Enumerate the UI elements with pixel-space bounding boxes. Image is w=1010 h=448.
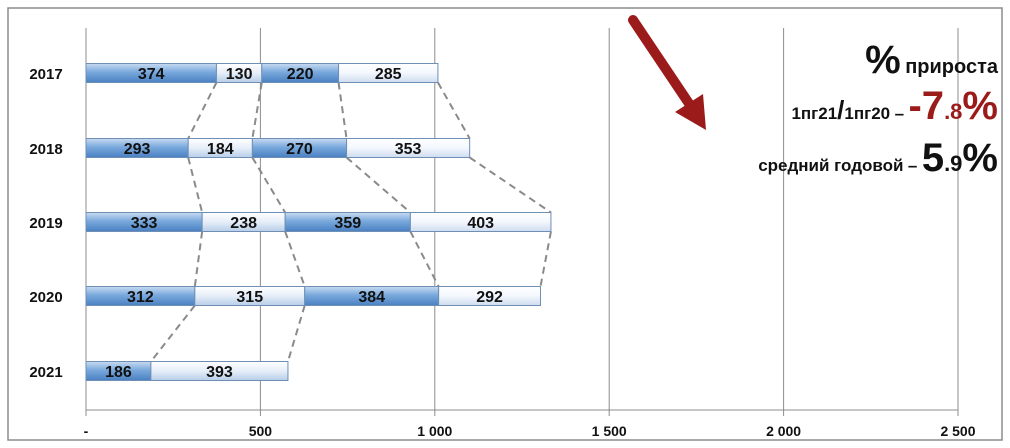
annual-growth-int: 5	[921, 136, 945, 180]
annual-growth-dec: .9	[944, 151, 963, 176]
bar-segment	[338, 63, 439, 83]
connector-line	[345, 156, 412, 214]
category-label: 2017	[29, 66, 62, 83]
down-right-arrow-icon	[628, 15, 706, 130]
data-label: 374	[138, 66, 165, 83]
connector-line	[187, 157, 204, 213]
annual-growth-pct: %	[962, 136, 998, 180]
period-slash: /	[837, 95, 845, 125]
period-label-b: 1пг20	[844, 104, 891, 123]
bars	[85, 63, 552, 381]
x-axis: - 500 1 000 1 500 2 000 2 500	[84, 409, 976, 439]
x-tick-label: 2 000	[766, 423, 801, 439]
data-label: 403	[467, 215, 494, 232]
period-label-a: 1пг21	[791, 104, 838, 123]
category-label: 2021	[29, 364, 62, 381]
connector-line	[337, 82, 348, 139]
connector-line	[437, 82, 471, 139]
percent-symbol: %	[865, 38, 901, 82]
data-label: 353	[395, 141, 422, 158]
x-tick-label: 2 500	[940, 423, 975, 439]
category-label: 2018	[29, 141, 62, 158]
bar-segment	[150, 361, 289, 381]
annotation-line-3: средний годовой – 5.9%	[758, 138, 998, 178]
bar-segment	[438, 286, 541, 306]
growth-label: прироста	[905, 56, 998, 78]
data-label: 292	[476, 289, 503, 306]
period-growth-dec: .8	[944, 99, 963, 124]
category-label: 2020	[29, 289, 62, 306]
data-label: 315	[236, 289, 263, 306]
data-label: 312	[127, 289, 154, 306]
data-label: 359	[334, 215, 361, 232]
dash: –	[907, 156, 918, 175]
x-tick-label: 1 500	[592, 423, 627, 439]
connector-line	[251, 82, 263, 139]
data-label: 220	[287, 66, 314, 83]
x-tick-label: -	[84, 423, 89, 439]
labels: 2017 374 130 220 285 2018 293 184 270 353 2019 333 2…	[29, 66, 503, 381]
annual-label: средний годовой	[758, 156, 904, 175]
connector-line	[409, 231, 440, 287]
bar-segment	[409, 212, 552, 232]
connector-line	[539, 231, 552, 287]
connector-line	[193, 231, 204, 287]
grid	[85, 28, 959, 410]
data-label: 238	[230, 215, 257, 232]
bar-segment	[346, 138, 471, 158]
data-label: 285	[375, 66, 402, 83]
connector-line	[284, 231, 306, 287]
data-label: 130	[226, 66, 253, 83]
data-label: 333	[131, 215, 158, 232]
data-label: 184	[207, 141, 234, 158]
connector-lines	[150, 82, 552, 363]
data-label: 293	[124, 141, 151, 158]
x-tick-label: 1 000	[417, 423, 452, 439]
annotation-line-1: % прироста	[865, 40, 998, 80]
data-label: 384	[358, 289, 385, 306]
data-label: 186	[105, 364, 132, 381]
connector-line	[187, 82, 218, 139]
connector-line	[469, 156, 552, 214]
connector-line	[251, 156, 287, 214]
period-growth-int: -7	[908, 84, 945, 128]
period-growth-pct: %	[962, 84, 998, 128]
annotation-line-2: 1пг21/1пг20 – -7.8%	[791, 86, 998, 126]
data-label: 270	[286, 141, 313, 158]
data-label: 393	[206, 364, 233, 381]
category-label: 2019	[29, 215, 62, 232]
x-tick-label: 500	[249, 423, 273, 439]
connector-line	[286, 305, 306, 362]
dash: –	[894, 104, 905, 123]
